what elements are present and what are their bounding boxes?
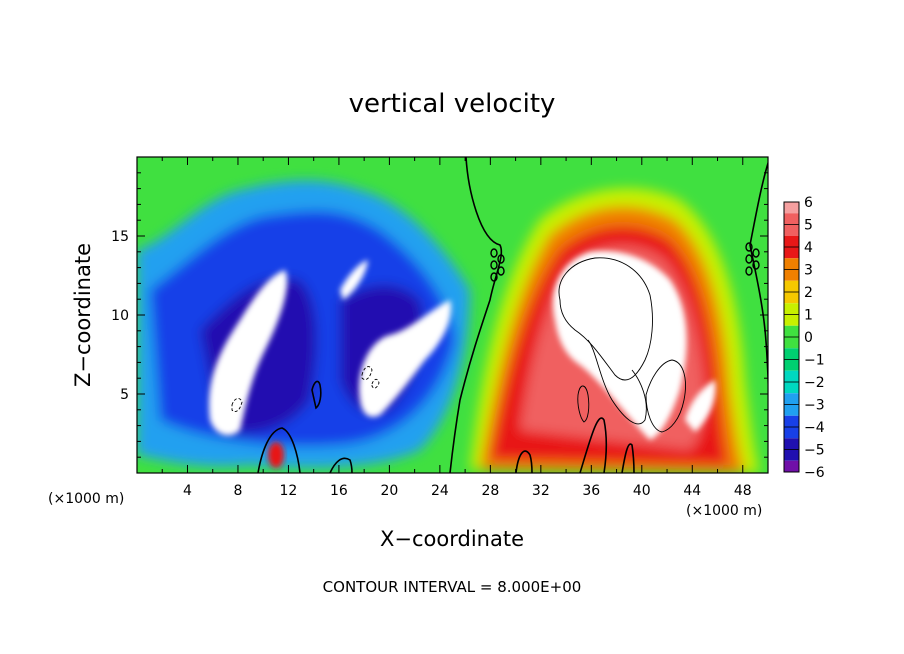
colorbar-swatch [784,235,799,248]
colorbar-label: −5 [804,443,825,459]
zero-contours [257,157,768,473]
inner-contours [231,257,686,433]
colorbar-label: 1 [804,308,813,324]
colorbar-swatch [784,224,799,236]
colorbar-swatch [784,359,799,371]
colorbar-swatch [784,348,799,360]
contour-interval-note: CONTOUR INTERVAL = 8.000E+00 [323,578,582,596]
x-tick-label: 48 [734,483,752,499]
x-units-right: (×1000 m) [686,503,762,519]
colorbar-swatch [784,427,799,439]
colorbar-swatch [784,247,799,259]
colorbar-swatch [784,370,799,383]
colorbar-swatch [784,292,799,304]
colorbar-label: 6 [804,195,813,211]
x-axis-ticks: 4 8 12 16 20 24 28 32 36 40 44 48 [161,157,769,499]
x-tick-label: 28 [481,483,499,499]
x-tick-label: 32 [532,483,550,499]
colorbar-label: 4 [804,240,813,256]
x-tick-label: 4 [183,483,192,499]
core-regions [209,251,716,468]
colorbar-swatch [784,404,799,416]
y-axis-label: Z−coordinate [71,243,95,387]
colorbar-label: 3 [804,263,813,279]
colorbar-swatch [784,393,799,405]
x-tick-label: 12 [280,483,298,499]
colorbar-swatch [784,258,799,270]
colorbar-swatch [784,280,799,293]
colorbar: 6 5 4 3 2 1 0 −1 −2 −3 −4 −5 −6 [783,195,825,481]
colorbar-label: 5 [804,218,813,234]
colorbar-swatch [784,460,799,473]
y-axis-ticks: 5 10 15 [111,172,768,458]
colorbar-label: 0 [804,330,813,346]
colorbar-label: −1 [804,353,825,369]
x-tick-label: 36 [582,483,600,499]
x-tick-label: 20 [380,483,398,499]
colorbar-label: 2 [804,285,813,301]
colorbar-label: −3 [804,398,825,414]
colorbar-swatch [784,269,799,281]
colorbar-swatch [784,438,799,450]
colorbar-swatch [784,314,799,326]
x-tick-label: 40 [633,483,651,499]
colorbar-label: −6 [804,465,825,481]
x-tick-label: 44 [683,483,701,499]
velocity-field [137,157,768,473]
small-loop-contours [490,242,760,282]
x-tick-label: 8 [233,483,242,499]
colorbar-label: −4 [804,420,825,436]
colorbar-swatch [784,202,799,214]
y-tick-label: 15 [111,229,129,245]
colorbar-label: −2 [804,375,825,391]
x-tick-label: 16 [330,483,348,499]
y-tick-label: 5 [120,387,129,403]
colorbar-swatch [784,449,799,461]
x-tick-label: 24 [431,483,449,499]
colorbar-swatch [784,382,799,394]
chart-title: vertical velocity [349,89,556,119]
x-axis-label: X−coordinate [380,527,524,551]
x-units-left: (×1000 m) [48,491,124,507]
colorbar-swatch [784,337,799,349]
y-tick-label: 10 [111,308,129,324]
colorbar-swatch [784,325,799,338]
colorbar-swatch [784,213,799,225]
colorbar-swatch [784,303,799,315]
colorbar-swatch [784,415,799,428]
